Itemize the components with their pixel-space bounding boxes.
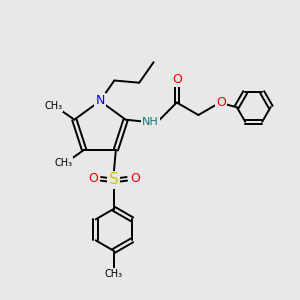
Text: CH₃: CH₃ <box>54 158 72 169</box>
Text: CH₃: CH₃ <box>44 101 62 111</box>
Text: NH: NH <box>142 117 159 127</box>
Text: O: O <box>172 73 182 86</box>
Text: CH₃: CH₃ <box>105 269 123 279</box>
Text: S: S <box>109 172 119 187</box>
Text: O: O <box>130 172 140 185</box>
Text: O: O <box>216 95 226 109</box>
Text: O: O <box>88 172 98 185</box>
Text: N: N <box>95 94 105 107</box>
